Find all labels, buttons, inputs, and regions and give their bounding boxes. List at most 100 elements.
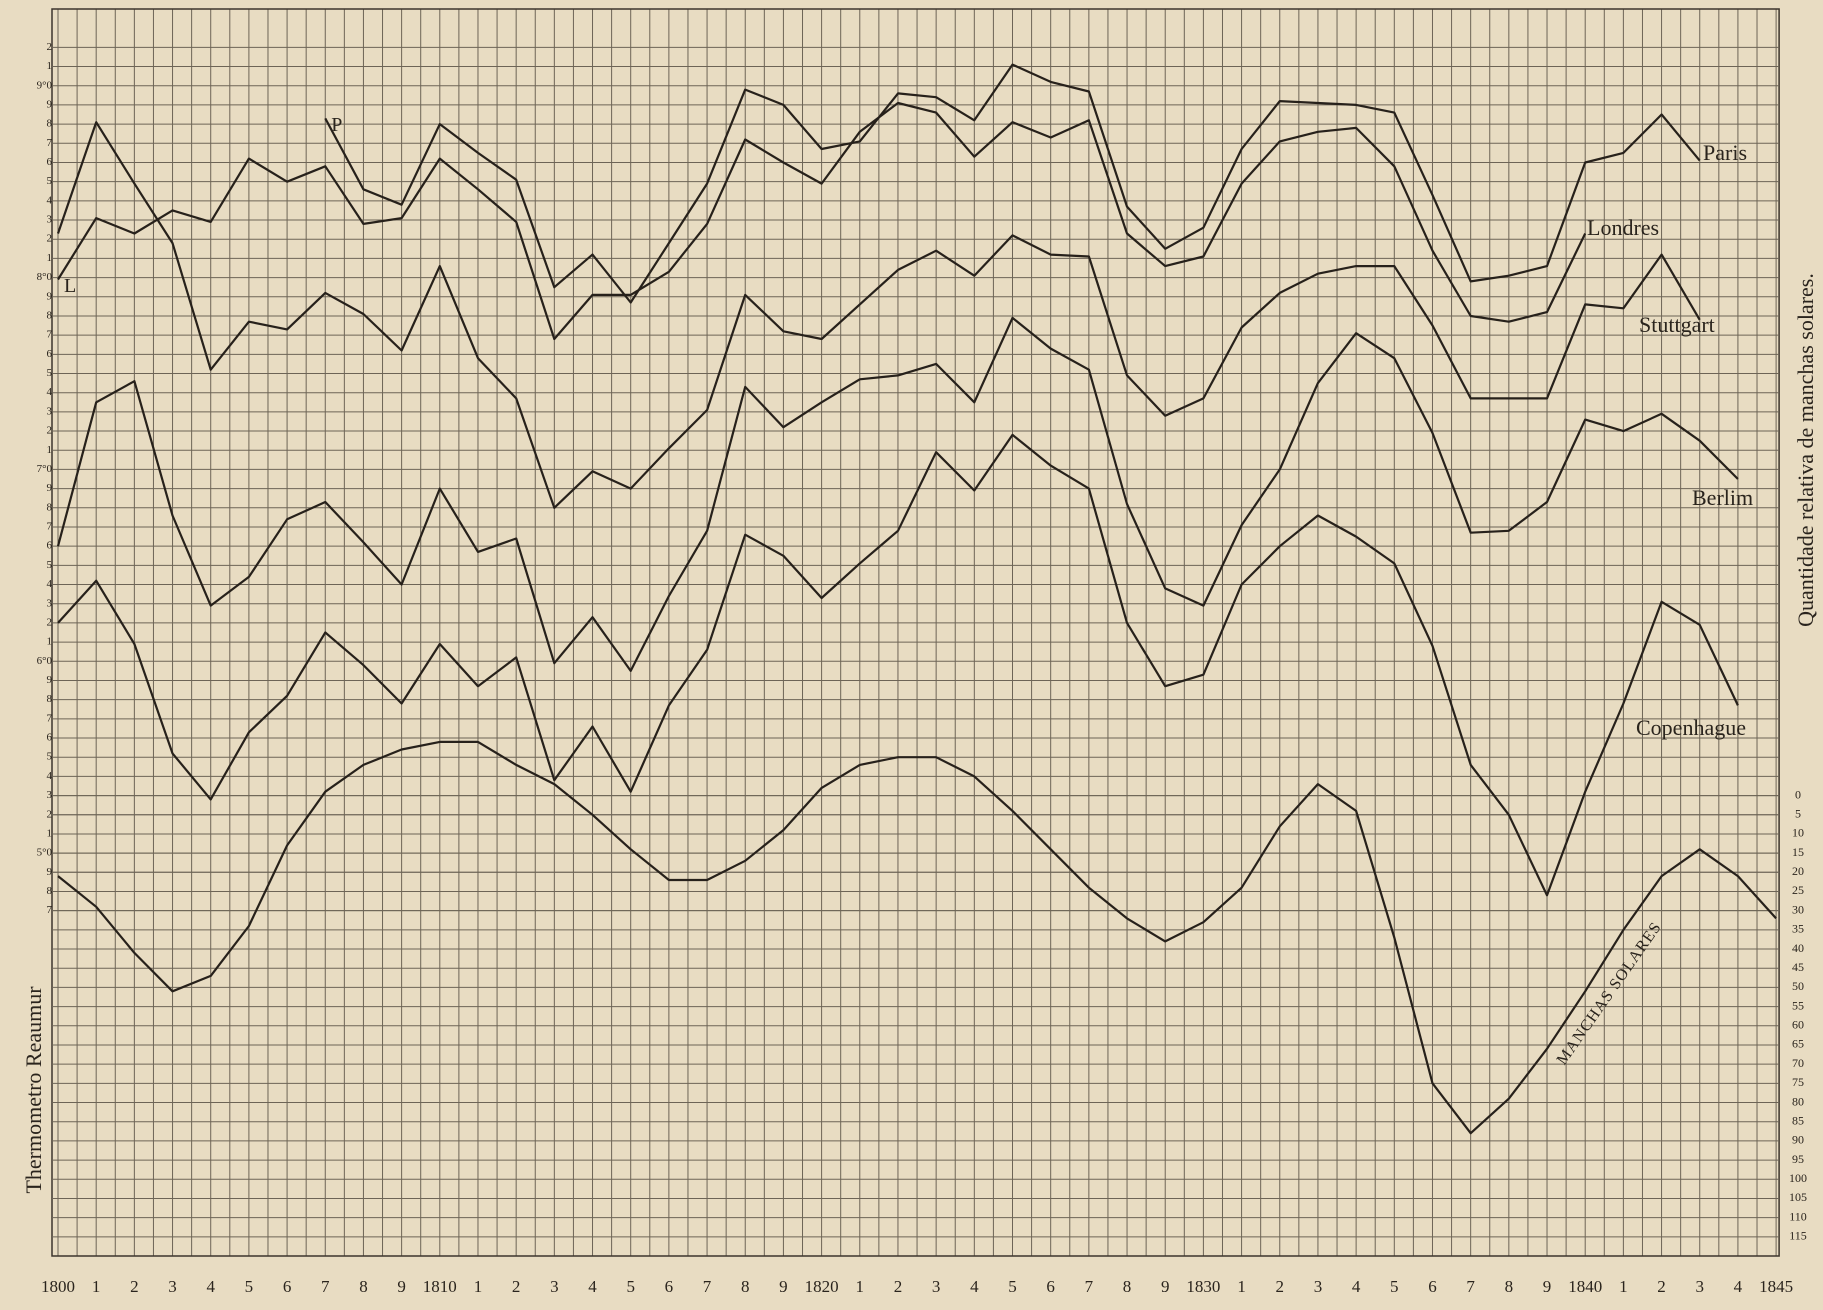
y2-tick-label: 60 [1792, 1018, 1804, 1032]
series-line [56, 316, 1739, 672]
y-tick-label: 5 [47, 559, 53, 571]
x-tick-label: 1 [92, 1277, 101, 1296]
y-tick-label: 7 [47, 329, 53, 341]
y2-tick-label: 115 [1789, 1229, 1807, 1243]
legend-label: Copenhague [1636, 715, 1746, 740]
legend-label: Londres [1587, 215, 1659, 240]
y-tick-label: 9 [47, 674, 53, 686]
legend-label: Berlim [1692, 485, 1753, 510]
y-tick-label: 5°0 [37, 847, 53, 859]
y-tick-label: 8 [47, 693, 53, 705]
y-tick-label: 9 [47, 98, 53, 110]
y-tick-label: 8 [47, 118, 53, 130]
y-tick-label: 4 [47, 578, 53, 590]
x-tick-label: 5 [245, 1277, 254, 1296]
y-tick-label: 4 [47, 386, 53, 398]
y2-tick-label: 20 [1792, 864, 1804, 878]
x-tick-label: 1 [1619, 1277, 1628, 1296]
x-tick-label: 2 [1276, 1277, 1285, 1296]
y-tick-label: 9°0 [37, 79, 53, 91]
x-tick-label: 4 [970, 1277, 979, 1296]
y2-tick-label: 10 [1792, 826, 1804, 840]
y-tick-label: 5 [47, 751, 53, 763]
y2-tick-label: 40 [1792, 941, 1804, 955]
plot-border [51, 8, 1780, 1257]
x-tick-label: 2 [130, 1277, 139, 1296]
y2-tick-label: 15 [1792, 845, 1804, 859]
y2-tick-label: 25 [1792, 883, 1804, 897]
y-tick-label: 7°0 [37, 463, 53, 475]
y-tick-label: 9 [47, 482, 53, 494]
y-tick-label: 3 [47, 597, 53, 609]
x-tick-label: 1 [856, 1277, 865, 1296]
y-axis-title: Thermometro Reaumur [21, 986, 46, 1194]
y-tick-label: 2 [47, 233, 53, 245]
x-tick-label: 6 [283, 1277, 292, 1296]
y-tick-label: 7 [47, 137, 53, 149]
x-tick-label: 5 [1008, 1277, 1017, 1296]
y-tick-label: 2 [47, 425, 53, 437]
x-tick-label: 8 [741, 1277, 750, 1296]
y-tick-label: 4 [47, 194, 53, 206]
x-tick-label: 1840 [1568, 1277, 1602, 1296]
x-tick-label: 4 [1352, 1277, 1361, 1296]
y-tick-label: 7 [47, 904, 53, 916]
y-tick-label: 1 [47, 252, 53, 264]
y-tick-label: 6 [47, 156, 53, 168]
x-tick-label: 1830 [1186, 1277, 1220, 1296]
y-tick-label: 9 [47, 290, 53, 302]
y2-tick-label: 105 [1789, 1190, 1807, 1204]
y2-tick-label: 85 [1792, 1113, 1804, 1127]
y-tick-label: 2 [47, 808, 53, 820]
y2-tick-label: 90 [1792, 1133, 1804, 1147]
y2-tick-label: 110 [1789, 1209, 1807, 1223]
y-tick-label: 3 [47, 214, 53, 226]
x-tick-label: 9 [779, 1277, 788, 1296]
x-tick-label: 1 [474, 1277, 483, 1296]
y-tick-label: 5 [47, 175, 53, 187]
x-tick-label: 8 [1123, 1277, 1132, 1296]
x-tick-label: 1 [1237, 1277, 1246, 1296]
y-tick-label: 6°0 [37, 655, 53, 667]
series-line [57, 433, 1739, 897]
x-tick-label: 3 [1314, 1277, 1323, 1296]
series-line [56, 121, 1701, 509]
x-tick-label: 1800 [41, 1277, 75, 1296]
x-tick-label: 1845 [1759, 1277, 1793, 1296]
y-tick-label: 3 [47, 789, 53, 801]
x-tick-label: 7 [703, 1277, 712, 1296]
x-tick-label: 9 [1161, 1277, 1170, 1296]
y-tick-label: 8 [47, 501, 53, 513]
y2-tick-label: 5 [1795, 807, 1801, 821]
x-tick-label: 8 [1505, 1277, 1514, 1296]
y-tick-label: 1 [47, 60, 53, 72]
y-tick-label: 6 [47, 348, 53, 360]
x-tick-label: 2 [1657, 1277, 1666, 1296]
series-start-label: P [331, 114, 342, 136]
x-tick-label: 7 [1466, 1277, 1475, 1296]
y2-tick-label: 70 [1792, 1056, 1804, 1070]
series-line [57, 740, 1777, 1135]
y2-tick-label: 100 [1789, 1171, 1807, 1185]
y2-tick-label: 75 [1792, 1075, 1804, 1089]
y-tick-label: 6 [47, 732, 53, 744]
series-start-label: L [64, 275, 76, 297]
y-tick-label: 8°0 [37, 271, 53, 283]
y-tick-label: 3 [47, 405, 53, 417]
x-tick-label: 4 [1734, 1277, 1743, 1296]
x-tick-label: 6 [665, 1277, 674, 1296]
x-tick-label: 2 [894, 1277, 903, 1296]
y2-axis-title: Quantidade relativa de manchas solares. [1793, 273, 1818, 627]
x-tick-label: 8 [359, 1277, 368, 1296]
y2-tick-label: 65 [1792, 1037, 1804, 1051]
x-tick-label: 4 [206, 1277, 215, 1296]
y-tick-label: 7 [47, 712, 53, 724]
y-tick-label: 1 [47, 827, 53, 839]
y-tick-label: 7 [47, 521, 53, 533]
y-tick-label: 2 [47, 616, 53, 628]
legend-label: Stuttgart [1639, 312, 1715, 337]
x-tick-label: 1820 [805, 1277, 839, 1296]
y-tick-label: 8 [47, 885, 53, 897]
y2-tick-label: 35 [1792, 922, 1804, 936]
